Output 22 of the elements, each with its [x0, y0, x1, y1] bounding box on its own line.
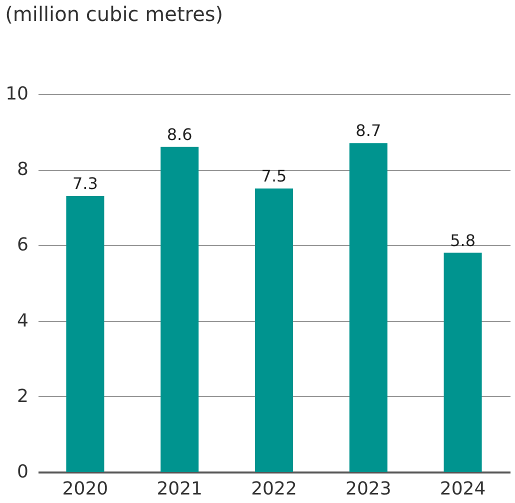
bar — [255, 188, 293, 472]
data-label: 8.7 — [356, 121, 382, 140]
data-label: 7.3 — [72, 174, 98, 194]
x-tick-label: 2024 — [440, 478, 486, 500]
y-tick-label: 8 — [17, 159, 28, 180]
data-label: 5.8 — [450, 230, 476, 250]
bar — [349, 143, 388, 472]
y-tick-label: 4 — [17, 310, 28, 332]
y-tick-label: 2 — [17, 386, 28, 407]
bar — [66, 196, 104, 472]
x-tick-label: 2021 — [156, 478, 203, 500]
bar — [160, 146, 199, 472]
chart-title: (million cubic metres) — [5, 2, 224, 26]
y-tick-label: 0 — [17, 462, 28, 482]
data-label: 7.5 — [261, 166, 287, 186]
data-label: 8.6 — [166, 124, 192, 144]
bar — [444, 252, 482, 472]
y-tick-label: 6 — [17, 234, 28, 256]
x-tick-label: 2022 — [251, 478, 297, 500]
x-tick-label: 2020 — [62, 478, 108, 500]
x-tick-label: 2023 — [345, 478, 392, 500]
y-tick-label: 10 — [6, 84, 28, 104]
